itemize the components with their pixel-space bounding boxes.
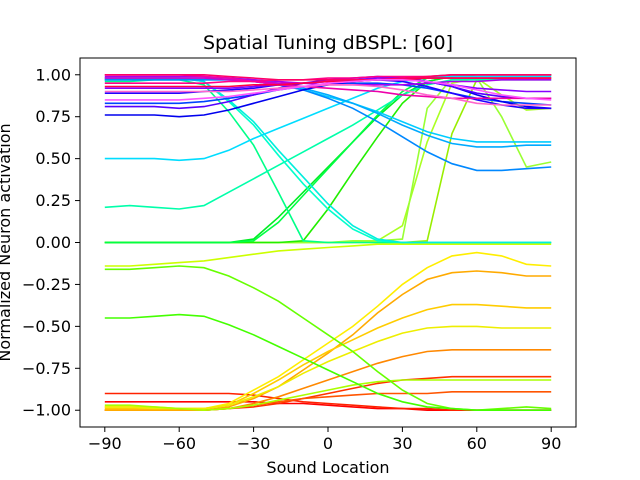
x-tick-label: 0 — [323, 434, 333, 453]
series-line-39 — [104, 84, 552, 106]
series-line-37 — [104, 74, 552, 81]
y-tick-label: −1.00 — [22, 401, 71, 420]
series-line-15 — [104, 265, 552, 412]
y-tick-label: −0.75 — [22, 359, 71, 378]
x-tick-label: 60 — [467, 434, 487, 453]
series-line-21 — [104, 79, 552, 210]
x-tick-label: −30 — [237, 434, 271, 453]
y-axis-title: Normalized Neuron activation — [0, 123, 14, 361]
series-line-38 — [104, 77, 552, 88]
y-tick-label: 0.25 — [35, 191, 71, 210]
x-tick-label: −60 — [162, 434, 196, 453]
series-layer — [104, 74, 552, 412]
chart-title: Spatial Tuning dBSPL: [60] — [203, 32, 453, 54]
series-line-27 — [104, 79, 552, 172]
x-axis: −90 −60 −30 0 30 60 90 — [88, 427, 561, 453]
y-axis: 1.00 0.75 0.50 0.25 0.00 −0.25 −0.50 −0.75 −1.00 — [22, 65, 80, 420]
series-line-16 — [104, 313, 552, 411]
series-line-40 — [104, 79, 552, 101]
x-tick-label: −90 — [88, 434, 122, 453]
y-tick-label: 0.75 — [35, 107, 71, 126]
series-line-10 — [104, 243, 552, 267]
x-tick-label: 30 — [392, 434, 412, 453]
y-tick-label: −0.50 — [22, 317, 71, 336]
series-line-6 — [104, 270, 552, 411]
x-tick-label: 90 — [541, 434, 561, 453]
y-tick-label: −0.25 — [22, 275, 71, 294]
series-line-8 — [104, 251, 552, 410]
series-line-24 — [104, 75, 552, 162]
y-tick-label: 0.00 — [35, 233, 71, 252]
y-tick-label: 1.00 — [35, 65, 71, 84]
series-line-11 — [104, 379, 552, 412]
y-tick-label: 0.50 — [35, 149, 71, 168]
x-axis-title: Sound Location — [266, 458, 389, 477]
